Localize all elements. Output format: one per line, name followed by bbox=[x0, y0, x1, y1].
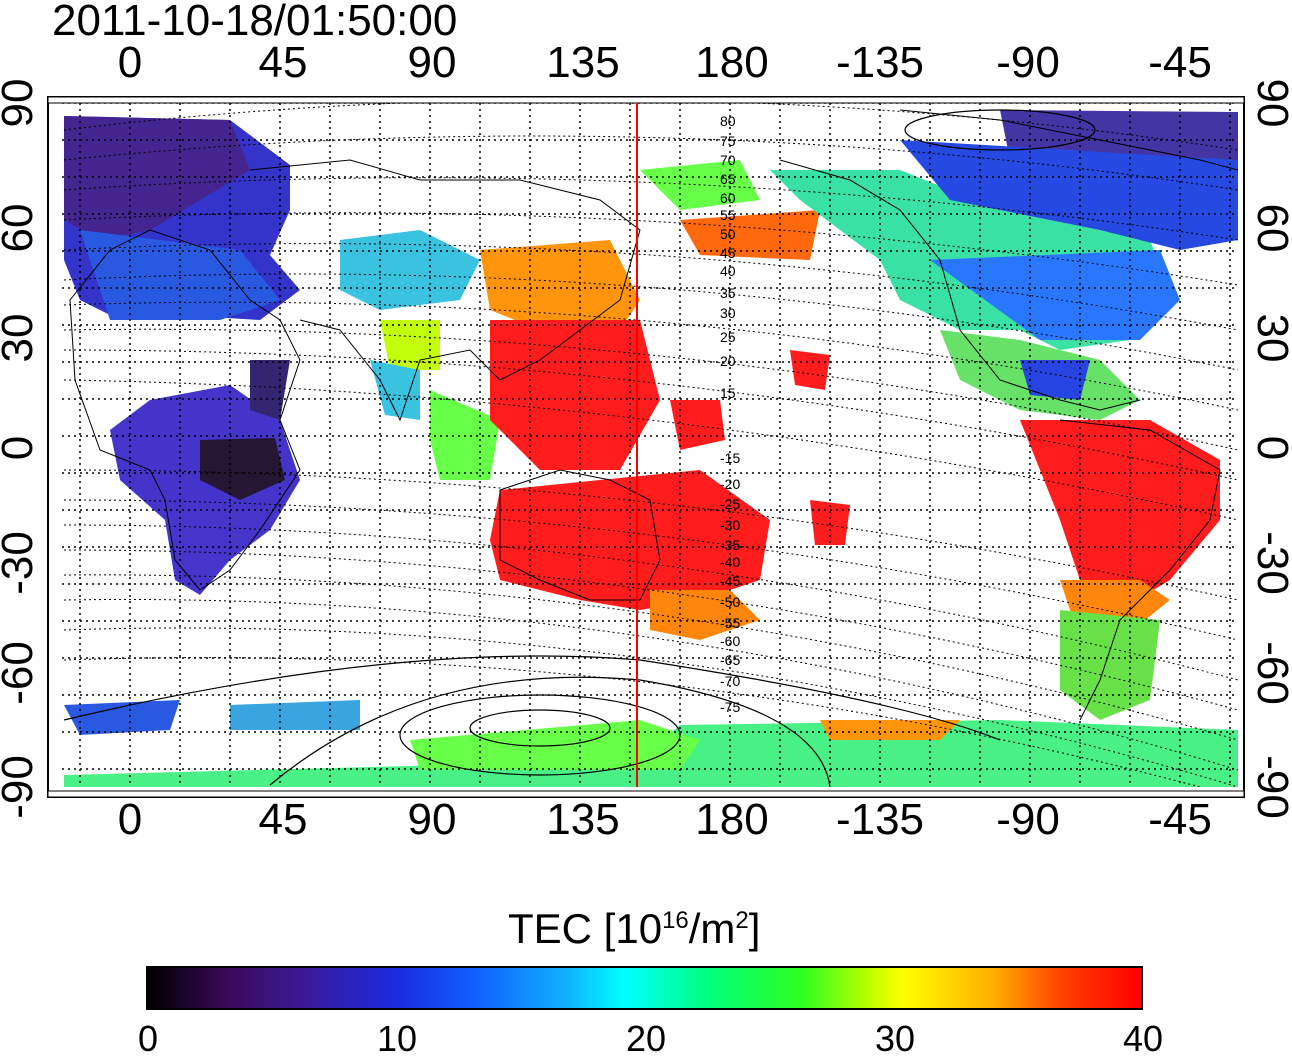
contour-value-label: 45 bbox=[720, 245, 736, 261]
bottom_lon-tick-label: -90 bbox=[996, 795, 1060, 844]
bottom_lon-tick-label: 90 bbox=[407, 795, 457, 844]
magnetic-latitude-contours bbox=[63, 103, 1238, 787]
top-axis-bar bbox=[47, 96, 1245, 104]
bottom-axis-bar bbox=[47, 790, 1245, 798]
contour-value-label: 55 bbox=[720, 207, 736, 223]
bottom_lon-tick-label: 135 bbox=[546, 795, 620, 844]
bottom_lon-tick-label: -45 bbox=[1148, 795, 1212, 844]
contour-value-label: -30 bbox=[720, 517, 740, 533]
contour-value-label: 80 bbox=[720, 113, 736, 129]
contour-value-label: -50 bbox=[720, 594, 740, 610]
timestamp-title: 2011-10-18/01:50:00 bbox=[52, 0, 458, 45]
top_lon-tick-label: -135 bbox=[835, 38, 925, 87]
contour-value-label: 50 bbox=[720, 226, 736, 242]
contour-value-label: 70 bbox=[720, 152, 736, 168]
contour-value-label: -45 bbox=[720, 573, 740, 589]
colorbar-tick-label: 0 bbox=[137, 1018, 159, 1059]
coastlines bbox=[69, 109, 1238, 721]
bottom_lon-tick-label: 0 bbox=[117, 795, 143, 844]
tec-colorbar bbox=[146, 966, 1143, 1010]
top_lon-tick-label: 135 bbox=[546, 38, 620, 87]
contour-value-label: 35 bbox=[720, 285, 736, 301]
contour-value-label: -40 bbox=[720, 554, 740, 570]
contour-value-label: -35 bbox=[720, 537, 740, 553]
colorbar-tick-label: 30 bbox=[874, 1018, 916, 1059]
graticule bbox=[62, 103, 1238, 787]
contour-value-label: -55 bbox=[720, 615, 740, 631]
contour-value-label: 65 bbox=[720, 171, 736, 187]
top_lon-tick-label: 0 bbox=[117, 38, 143, 87]
south-pole-contours bbox=[63, 109, 1096, 787]
colorbar-tick-label: 40 bbox=[1122, 1018, 1164, 1059]
contour-value-label: 20 bbox=[720, 353, 736, 369]
contour-value-label: -60 bbox=[720, 633, 740, 649]
contour-value-label: 25 bbox=[720, 329, 736, 345]
contour-value-label: 75 bbox=[720, 133, 736, 149]
top_lon-tick-label: -45 bbox=[1148, 38, 1212, 87]
contour-value-label: 15 bbox=[720, 385, 736, 401]
bottom_lon-tick-label: 180 bbox=[695, 795, 769, 844]
top_lon-tick-label: 45 bbox=[258, 38, 308, 87]
contour-value-label: -75 bbox=[720, 699, 740, 715]
tec-data-patches bbox=[64, 110, 1238, 787]
contour-value-label: 30 bbox=[720, 305, 736, 321]
top_lon-tick-label: 180 bbox=[695, 38, 769, 87]
colorbar-tick-label: 10 bbox=[376, 1018, 418, 1059]
top_lon-tick-label: -90 bbox=[996, 38, 1060, 87]
bottom_lon-tick-label: 45 bbox=[258, 795, 308, 844]
bottom_lon-tick-label: -135 bbox=[835, 795, 925, 844]
contour-value-label: -25 bbox=[720, 496, 740, 512]
top_lon-tick-label: 90 bbox=[407, 38, 457, 87]
contour-value-label: 40 bbox=[720, 263, 736, 279]
contour-value-label: -15 bbox=[720, 450, 740, 466]
colorbar-tick-label: 20 bbox=[625, 1018, 667, 1059]
contour-value-label: -65 bbox=[720, 652, 740, 668]
contour-value-label: -20 bbox=[720, 476, 740, 492]
contour-value-label: -70 bbox=[720, 673, 740, 689]
colorbar-title: TEC [1016/m2] bbox=[508, 905, 761, 952]
contour-value-label: 60 bbox=[720, 190, 736, 206]
